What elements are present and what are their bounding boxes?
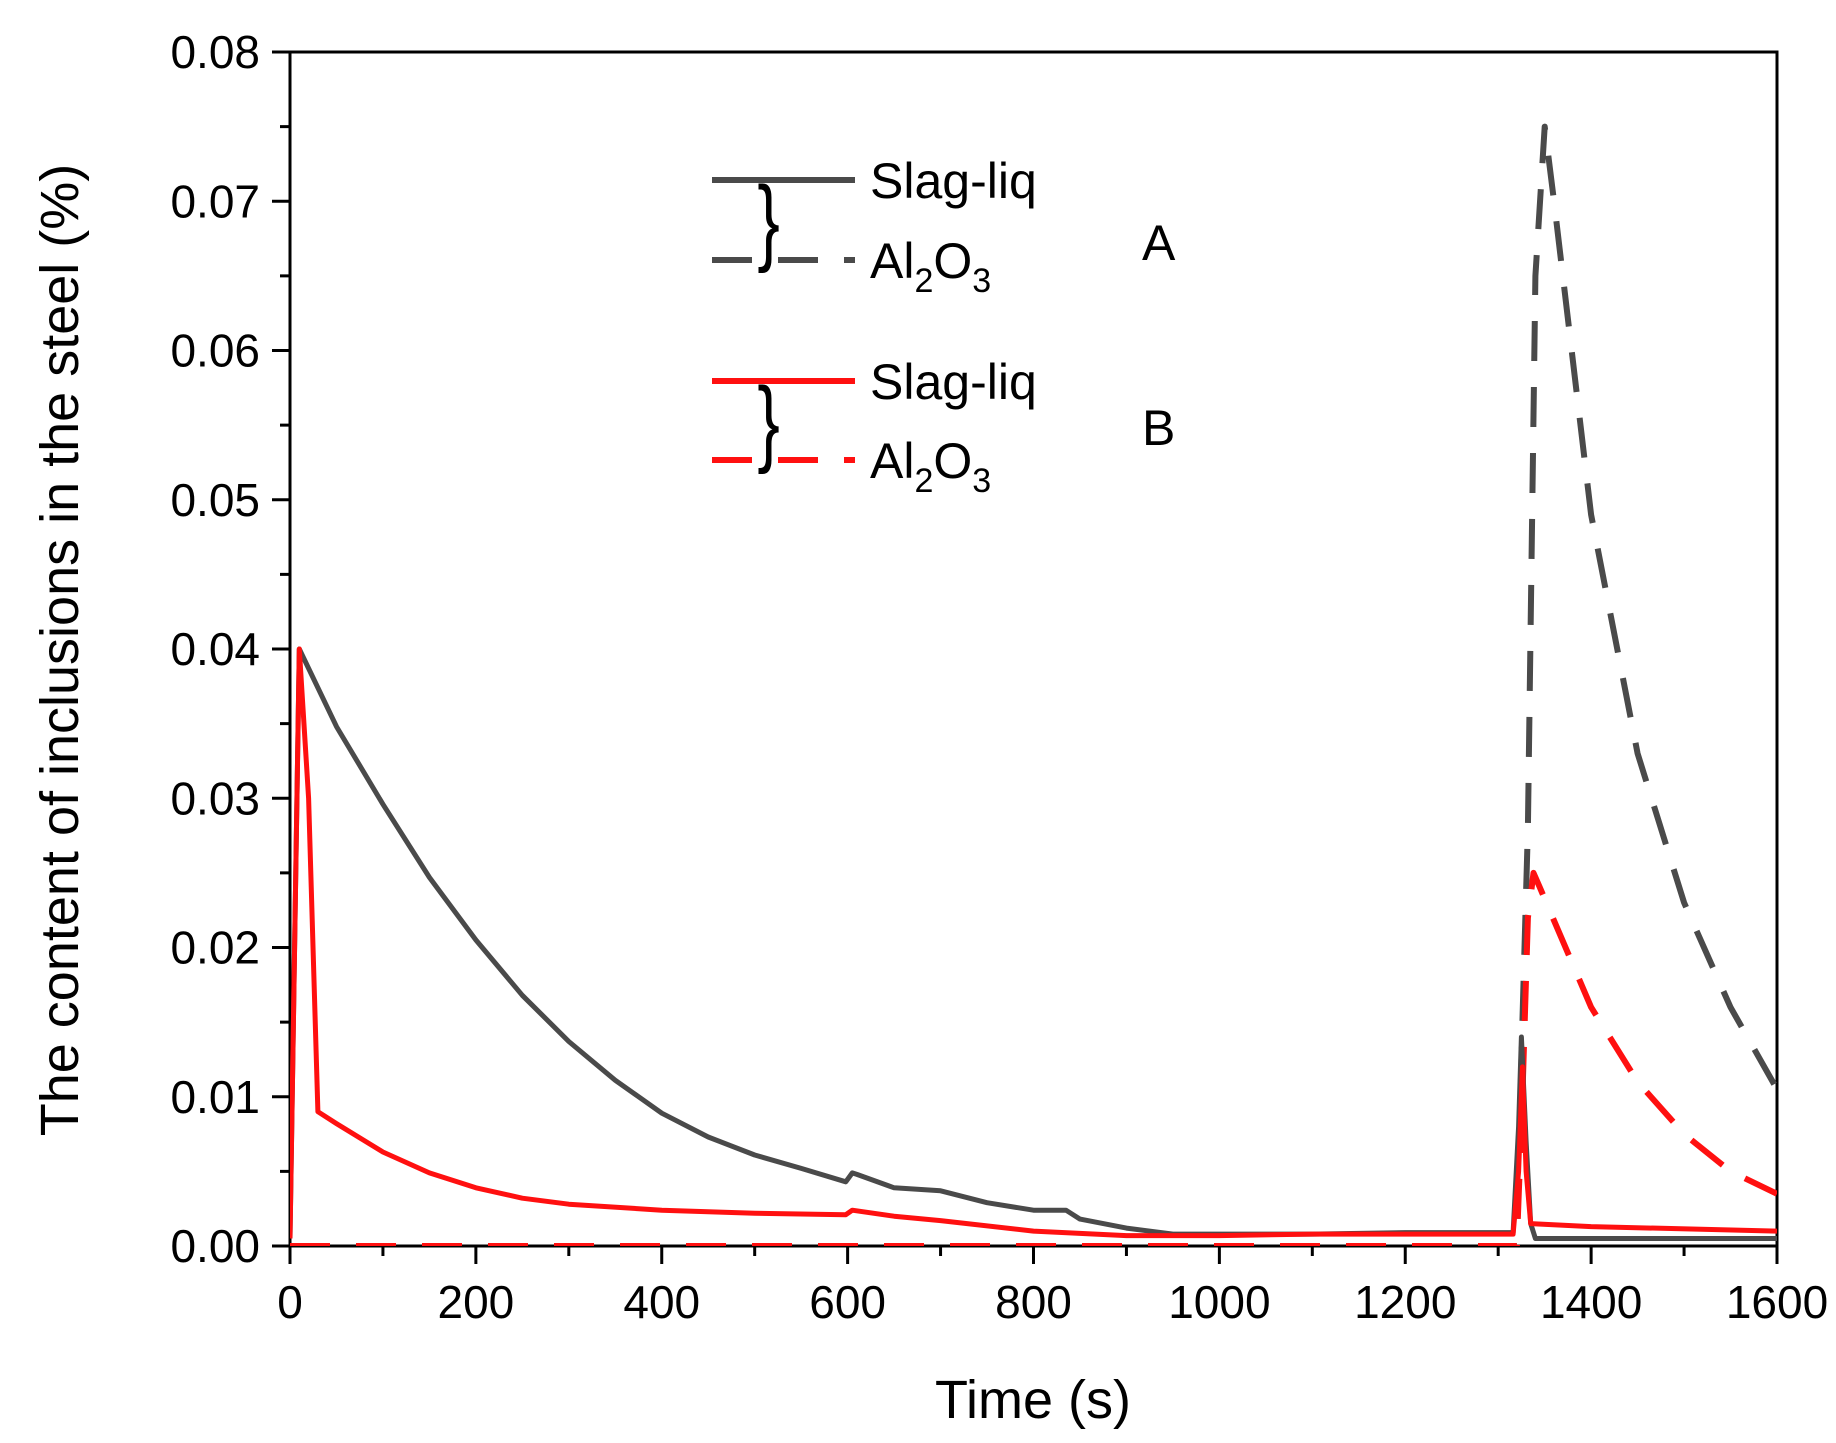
x-axis-title: Time (s) <box>935 1370 1131 1430</box>
y-axis-title: The content of inclusions in the steel (… <box>30 164 90 1137</box>
legend-label-a-al2o3: Al2​O3​ <box>870 233 991 300</box>
x-tick-label: 0 <box>277 1276 303 1328</box>
x-tick-label: 1400 <box>1540 1276 1642 1328</box>
y-tick-label: 0.05 <box>170 474 260 526</box>
x-axis: 0 200 400 600 800 1000 1200 1400 1600 <box>277 1246 1828 1328</box>
brace-a: } <box>757 166 779 274</box>
y-tick-label: 0.01 <box>170 1071 260 1123</box>
y-tick-label: 0.04 <box>170 623 260 675</box>
plot-frame <box>288 50 1779 1248</box>
y-tick-label: 0.06 <box>170 325 260 377</box>
series-layer <box>290 123 1777 1246</box>
legend-label-b-al2o3: Al2​O3​ <box>870 433 991 500</box>
series-line-b-al2o3 <box>290 869 1777 1246</box>
y-axis: 0.00 0.01 0.02 0.03 0.04 0.05 0.06 0.07 0.08 <box>170 26 290 1272</box>
x-tick-label: 1200 <box>1354 1276 1456 1328</box>
legend: Slag-liq Al2​O3​ } A Slag-liq Al2​O3​ } … <box>712 153 1176 500</box>
series-line-a-al2o3 <box>290 123 1777 1246</box>
x-tick-label: 800 <box>995 1276 1072 1328</box>
group-label-a: A <box>1142 215 1176 271</box>
legend-label-a-slag-liq: Slag-liq <box>870 153 1037 209</box>
brace-b: } <box>757 367 779 475</box>
x-tick-label: 200 <box>438 1276 515 1328</box>
legend-label-b-slag-liq: Slag-liq <box>870 354 1037 410</box>
y-tick-label: 0.03 <box>170 772 260 824</box>
y-tick-label: 0.07 <box>170 175 260 227</box>
y-tick-label: 0.02 <box>170 922 260 974</box>
series-line-b-slag-liq <box>290 646 1777 1239</box>
y-tick-label: 0.08 <box>170 26 260 78</box>
x-tick-label: 1600 <box>1726 1276 1828 1328</box>
group-label-b: B <box>1142 400 1175 456</box>
y-tick-label: 0.00 <box>170 1220 260 1272</box>
x-tick-label: 600 <box>809 1276 886 1328</box>
series-line-a-slag-liq <box>290 646 1777 1241</box>
x-tick-label: 1000 <box>1168 1276 1270 1328</box>
x-tick-label: 400 <box>623 1276 700 1328</box>
